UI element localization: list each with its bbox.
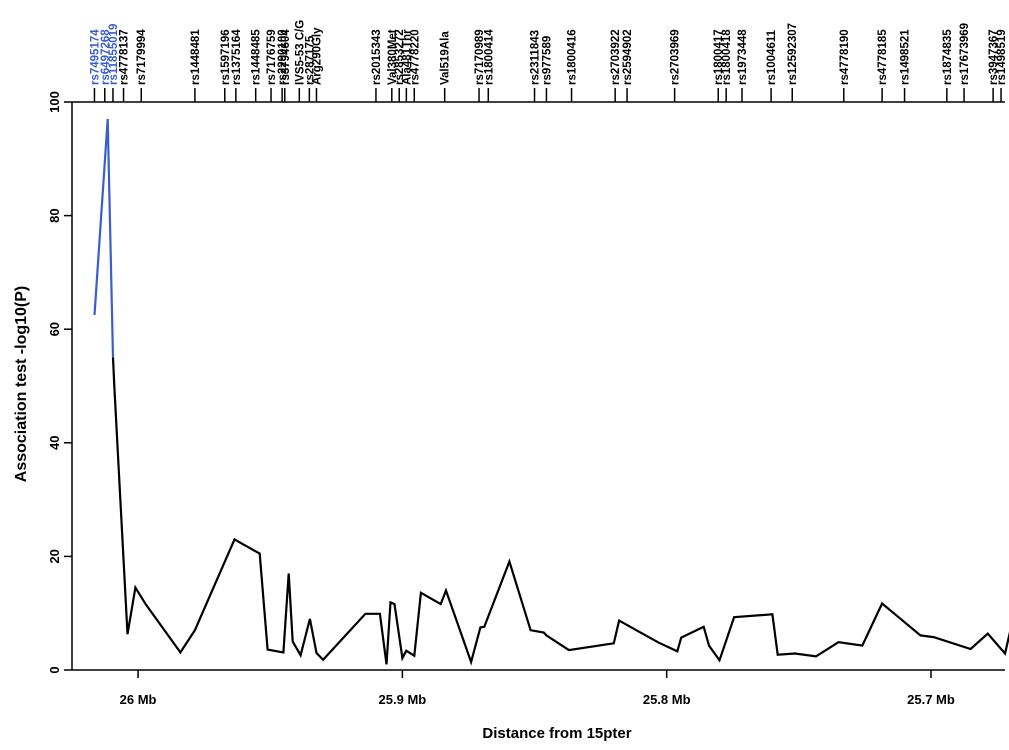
snp-label: rs4778190 xyxy=(839,29,851,85)
snp-label: IVS5-53 C/G xyxy=(294,20,306,85)
snp-label: Val380Met xyxy=(387,29,399,85)
snp-label: rs4778137 xyxy=(119,29,131,85)
snp-label: rs1448485 xyxy=(251,29,263,85)
snp-label: rs2311843 xyxy=(530,30,542,85)
snp-label: rs7176759 xyxy=(266,29,278,85)
y-tick-label: 0 xyxy=(47,666,62,673)
snp-label: rs2015343 xyxy=(371,29,383,85)
x-tick-label: 25.7 Mb xyxy=(907,692,955,707)
snp-label: rs1498521 xyxy=(900,29,912,85)
snp-label: rs6497268 xyxy=(100,29,112,85)
y-tick-label: 100 xyxy=(47,91,62,113)
series-layer xyxy=(93,118,1009,666)
snp-label: rs1004611 xyxy=(766,29,778,85)
y-tick-label: 80 xyxy=(47,208,62,222)
snp-label: rs2703969 xyxy=(670,29,682,85)
snp-label: Val519Ala xyxy=(440,31,452,85)
snp-label: rs1375164 xyxy=(231,29,243,85)
series-line-main xyxy=(111,357,1009,666)
y-axis: 0 20 40 60 80 100 xyxy=(47,91,72,674)
x-tick-label: 26 Mb xyxy=(120,692,157,707)
snp-label: rs7495174 xyxy=(89,29,101,85)
snp-label: rs2703922 xyxy=(610,29,622,85)
y-tick-label: 20 xyxy=(47,549,62,563)
snp-label: rs1874835 xyxy=(942,29,954,85)
x-axis: 26 Mb 25.9 Mb 25.8 Mb 25.7 Mb xyxy=(120,670,955,707)
snp-label: rs1448481 xyxy=(190,29,202,85)
snp-label: rs977589 xyxy=(541,36,553,85)
snp-label: rs1973448 xyxy=(737,29,749,85)
snp-label: Ala481Thr xyxy=(401,29,413,85)
snp-label: rs17673969 xyxy=(959,23,971,85)
snp-label: rs1800417 xyxy=(713,29,725,85)
snp-label: rs12592307 xyxy=(787,23,799,85)
snp-label: rs1597196 xyxy=(220,29,232,85)
series-line-highlight xyxy=(93,118,115,358)
x-tick-label: 25.9 Mb xyxy=(379,692,427,707)
snp-label: rs1800416 xyxy=(567,29,579,85)
snp-label: rs7179994 xyxy=(136,29,148,85)
snp-label: rs4778185 xyxy=(877,29,889,85)
snp-label: Arg290Gly xyxy=(311,27,323,85)
snp-label: rs2853272 xyxy=(394,29,406,85)
x-axis-title: Distance from 15pter xyxy=(482,725,631,742)
y-tick-label: 60 xyxy=(47,322,62,336)
snp-label: rs1800414 xyxy=(483,29,495,85)
snp-label: rs1498519 xyxy=(996,29,1008,85)
snp-label: rs2290100 xyxy=(277,29,289,85)
snp-label: rs3947367 xyxy=(988,29,1000,85)
y-tick-label: 40 xyxy=(47,436,62,450)
y-axis-title: Association test -log10(P) xyxy=(13,286,30,482)
snp-label: rs3794604 xyxy=(280,29,292,85)
snp-label: rs7170989 xyxy=(474,29,486,85)
snp-label: rs2594902 xyxy=(622,29,634,85)
snp-label: rs4778220 xyxy=(409,29,421,85)
snp-label: rs1800418 xyxy=(721,29,733,85)
plot-frame xyxy=(71,101,1005,671)
x-tick-label: 25.8 Mb xyxy=(643,692,691,707)
snp-label: rs287175 xyxy=(304,35,316,85)
snp-label: rs11855019 xyxy=(108,24,120,85)
